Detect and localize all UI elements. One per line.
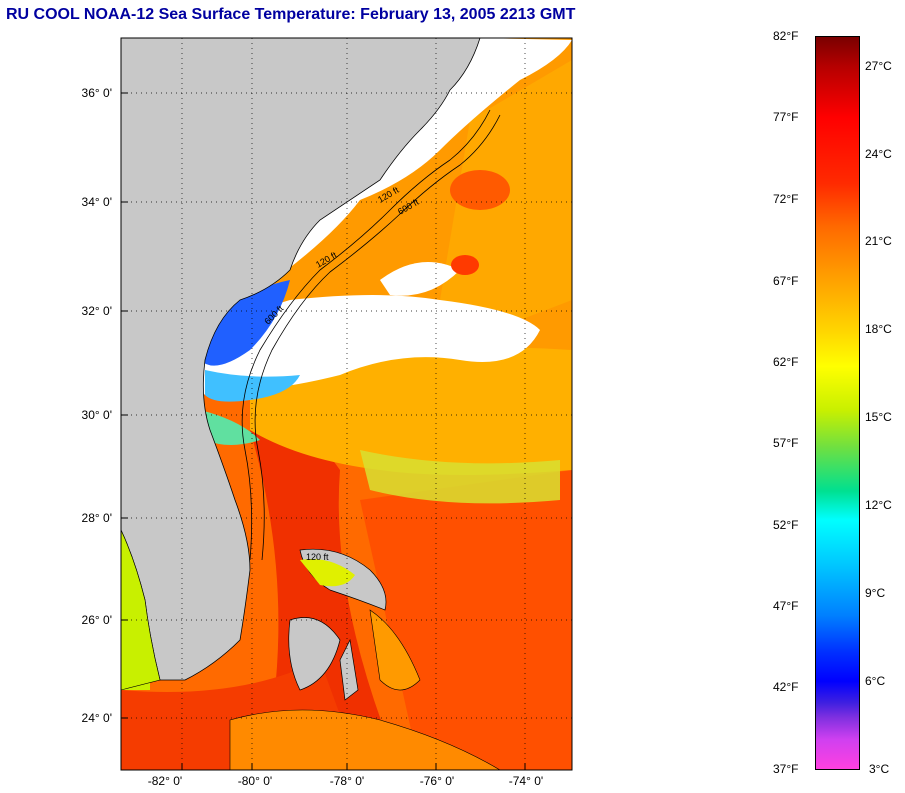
colorbar-f-label: 67°F xyxy=(773,274,799,288)
colorbar-c-label: 12°C xyxy=(865,498,892,512)
us-coastline xyxy=(121,38,481,681)
depth-label: 120 ft xyxy=(306,552,329,562)
colorbar-c-label: 9°C xyxy=(865,586,886,600)
cloud-band xyxy=(200,295,540,395)
colorbar-f-label: 62°F xyxy=(773,355,799,369)
lon-label: -74° 0' xyxy=(508,774,544,788)
map-title: RU COOL NOAA-12 Sea Surface Temperature:… xyxy=(6,6,576,23)
colorbar-c-label: 6°C xyxy=(865,674,886,688)
colorbar-c-label: 21°C xyxy=(865,234,892,248)
lon-label: -78° 0' xyxy=(329,774,365,788)
lon-label: -82° 0' xyxy=(147,774,183,788)
lat-label: 24° 0' xyxy=(81,711,112,725)
colorbar-f-label: 37°F xyxy=(773,762,799,776)
colorbar-f-label: 47°F xyxy=(773,599,799,613)
lat-label: 34° 0' xyxy=(81,195,112,209)
colorbar-f-label: 82°F xyxy=(773,29,799,43)
lat-label: 26° 0' xyxy=(81,613,112,627)
colorbar-f-label: 72°F xyxy=(773,192,799,206)
colorbar-c-label: 27°C xyxy=(865,59,892,73)
lon-label: -80° 0' xyxy=(237,774,273,788)
colorbar-c-label: 24°C xyxy=(865,147,892,161)
colorbar-c-label: 15°C xyxy=(865,410,892,424)
temperature-colorbar xyxy=(815,36,860,770)
colorbar-c-label: 18°C xyxy=(865,322,892,336)
lat-label: 36° 0' xyxy=(81,86,112,100)
colorbar-f-label: 77°F xyxy=(773,110,799,124)
lat-label: 28° 0' xyxy=(81,511,112,525)
lat-label: 32° 0' xyxy=(81,304,112,318)
colorbar-f-label: 52°F xyxy=(773,518,799,532)
lat-label: 30° 0' xyxy=(81,408,112,422)
lon-label: -76° 0' xyxy=(419,774,455,788)
colorbar-f-label: 57°F xyxy=(773,436,799,450)
colorbar-f-label: 42°F xyxy=(773,680,799,694)
colorbar-c-label: 3°C xyxy=(869,762,890,776)
depth-contour xyxy=(241,109,491,561)
